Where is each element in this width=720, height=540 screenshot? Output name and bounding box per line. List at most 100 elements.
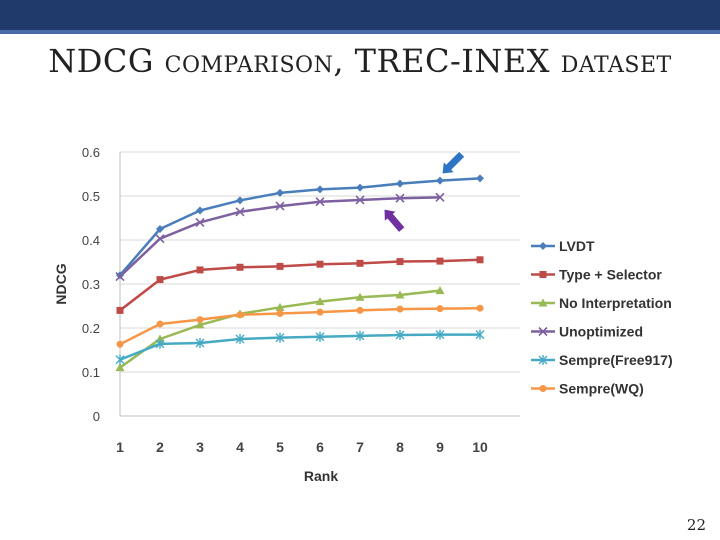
y-tick-label: 0.3 xyxy=(82,277,100,292)
legend-label: Type + Selector xyxy=(559,267,662,283)
axes: 0 0.1 0.2 0.3 0.4 0.5 0.6 1 2 3 4 5 6 7 8 9 10 xyxy=(82,145,520,455)
x-tick-label: 10 xyxy=(472,439,488,455)
data-point-type-selector xyxy=(116,306,124,314)
data-point-lvdt xyxy=(396,179,404,188)
legend-item-sempre-wq: Sempre(WQ) xyxy=(531,381,644,397)
data-point-lvdt xyxy=(276,188,284,197)
series-sempre-free917 xyxy=(115,329,485,365)
data-point-sempre-free917 xyxy=(475,329,485,340)
data-point-type-selector xyxy=(356,259,364,267)
x-tick-label: 7 xyxy=(356,439,364,455)
data-point-legend-unoptimized xyxy=(538,326,548,337)
data-point-lvdt xyxy=(356,183,364,192)
data-point-sempre-free917 xyxy=(395,330,405,341)
data-point-legend-sempre-wq xyxy=(539,385,547,392)
data-point-lvdt xyxy=(196,206,204,215)
data-point-unoptimized xyxy=(435,192,445,202)
y-tick-label: 0.2 xyxy=(82,321,100,336)
series-line-sempre-wq xyxy=(119,306,481,346)
data-point-sempre-free917 xyxy=(435,329,445,340)
data-point-sempre-wq xyxy=(196,316,204,324)
data-point-sempre-wq xyxy=(236,311,244,319)
data-point-type-selector xyxy=(316,260,324,268)
series-line-lvdt xyxy=(119,177,481,277)
series-type-selector xyxy=(116,256,484,314)
data-point-sempre-wq xyxy=(316,308,324,316)
data-point-sempre-wq xyxy=(436,305,444,313)
y-tick-label: 0.6 xyxy=(82,145,100,160)
data-point-sempre-wq xyxy=(156,320,164,328)
data-point-unoptimized xyxy=(355,195,365,205)
page-number: 22 xyxy=(686,516,706,534)
data-point-legend-type-selector xyxy=(539,271,547,278)
series-no-interpretation xyxy=(115,286,445,372)
data-point-no-interpretation xyxy=(115,363,125,372)
purple-arrow-icon-shape xyxy=(383,208,406,234)
legend-item-lvdt: LVDT xyxy=(531,238,595,254)
data-point-unoptimized xyxy=(115,271,125,282)
data-point-sempre-wq xyxy=(476,304,484,312)
x-tick-label: 5 xyxy=(276,439,284,455)
legend-item-sempre-free917: Sempre(Free917) xyxy=(531,352,673,368)
series-line-type-selector xyxy=(119,258,481,312)
legend-label: Sempre(Free917) xyxy=(559,352,673,368)
legend-label: LVDT xyxy=(559,238,595,254)
series-lines xyxy=(115,174,485,372)
blue-arrow-icon-shape xyxy=(441,150,466,175)
legend-item-type-selector: Type + Selector xyxy=(531,267,662,283)
data-point-sempre-free917 xyxy=(115,354,125,365)
annotation-arrows xyxy=(383,150,466,234)
y-axis-title: NDCG xyxy=(53,263,69,304)
legend-item-unoptimized: Unoptimized xyxy=(531,324,643,340)
data-point-no-interpretation xyxy=(355,292,365,301)
y-tick-label: 0.1 xyxy=(82,365,100,380)
data-point-sempre-free917 xyxy=(315,331,325,342)
data-point-sempre-free917 xyxy=(275,332,285,343)
data-point-type-selector xyxy=(236,263,244,271)
title-part-2: comparison xyxy=(164,42,334,80)
data-point-type-selector xyxy=(276,262,284,270)
legend-label: Sempre(WQ) xyxy=(559,381,644,397)
data-point-unoptimized xyxy=(395,193,405,203)
series-lvdt xyxy=(116,174,484,280)
series-line-no-interpretation xyxy=(119,289,441,369)
legend-label: No Interpretation xyxy=(559,295,672,311)
data-point-unoptimized xyxy=(235,207,245,217)
y-tick-label: 0.5 xyxy=(82,189,100,204)
header-band xyxy=(0,0,720,34)
data-point-unoptimized xyxy=(315,197,325,207)
data-point-legend-sempre-free917 xyxy=(538,355,548,365)
data-point-no-interpretation xyxy=(195,320,205,329)
x-tick-label: 4 xyxy=(236,439,244,455)
data-point-unoptimized xyxy=(275,201,285,211)
slide-title: NDCG comparison, TREC-INEX dataset xyxy=(0,42,720,80)
legend-item-no-interpretation: No Interpretation xyxy=(531,295,672,311)
series-unoptimized xyxy=(115,192,445,282)
data-point-no-interpretation xyxy=(395,290,405,299)
x-tick-label: 8 xyxy=(396,439,404,455)
data-point-lvdt xyxy=(236,196,244,205)
y-tick-label: 0.4 xyxy=(82,233,100,248)
data-point-unoptimized xyxy=(155,234,165,244)
data-point-no-interpretation xyxy=(315,297,325,306)
data-point-sempre-free917 xyxy=(155,338,165,349)
title-part-1: NDCG xyxy=(48,42,165,80)
data-point-sempre-free917 xyxy=(235,334,245,344)
data-point-type-selector xyxy=(476,256,484,264)
blue-arrow-icon xyxy=(441,150,466,175)
data-point-type-selector xyxy=(436,257,444,265)
data-point-type-selector xyxy=(196,266,204,274)
data-point-sempre-free917 xyxy=(195,337,205,348)
x-tick-label: 2 xyxy=(156,439,164,455)
data-point-no-interpretation xyxy=(435,286,445,295)
data-point-no-interpretation xyxy=(275,302,285,311)
data-point-sempre-wq xyxy=(276,309,284,317)
data-point-legend-lvdt xyxy=(539,242,547,250)
x-tick-label: 9 xyxy=(436,439,444,455)
data-point-no-interpretation xyxy=(155,334,165,343)
data-point-sempre-free917 xyxy=(355,330,365,341)
y-tick-label: 0 xyxy=(93,409,100,424)
series-sempre-wq xyxy=(116,304,484,348)
gridlines xyxy=(120,151,520,373)
